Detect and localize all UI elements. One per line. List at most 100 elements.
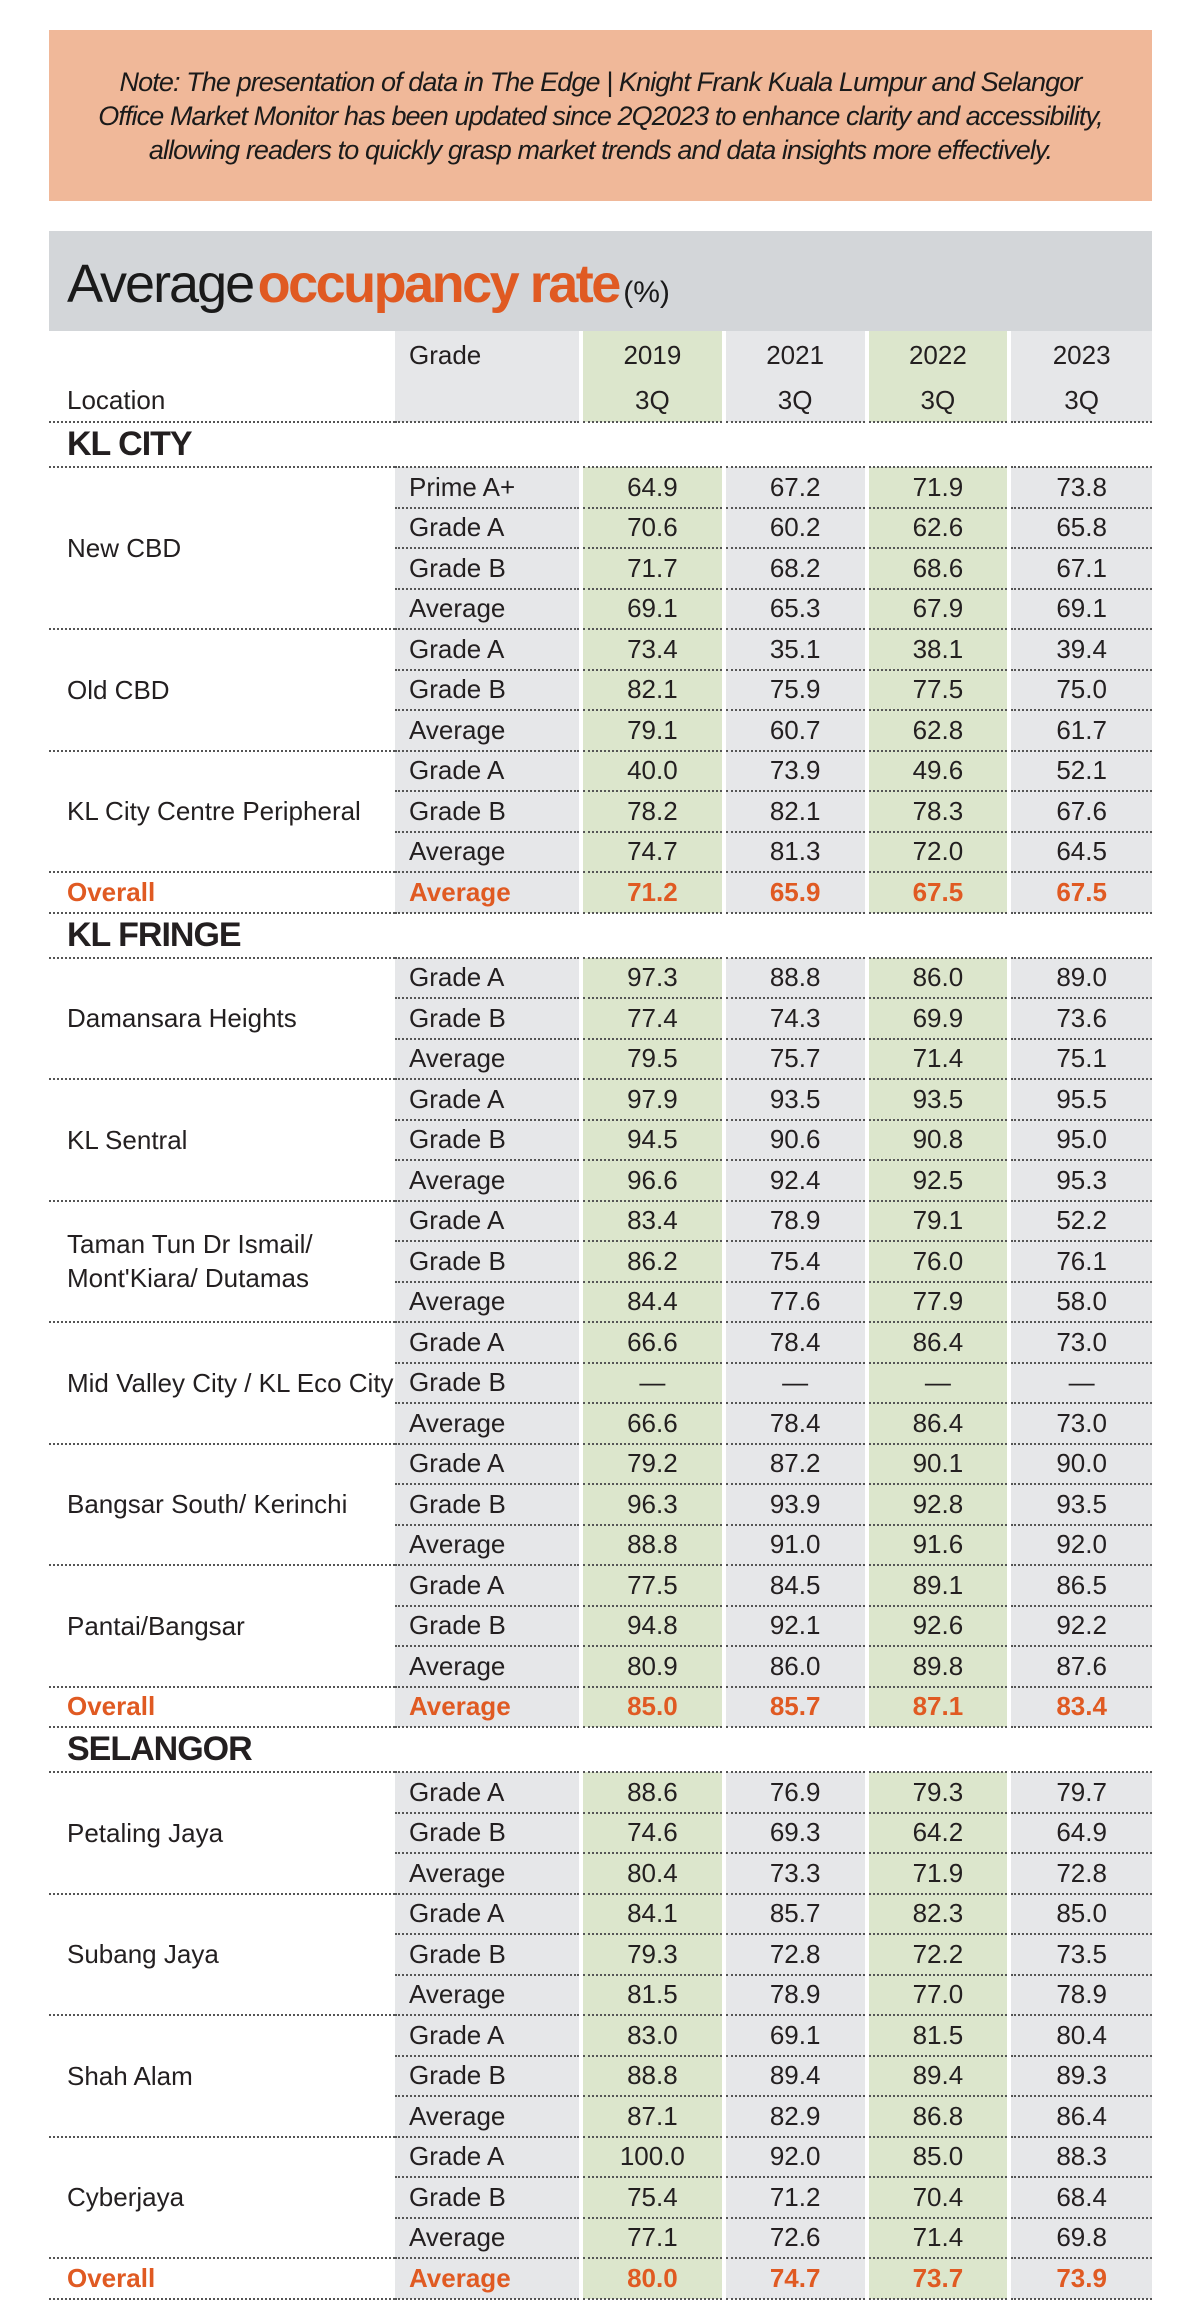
table-row: Average 79.5 75.7 71.4 75.1 [49, 1038, 1152, 1080]
value-cell: 71.4 [864, 1038, 1010, 1080]
value-cell: 82.1 [721, 791, 867, 833]
overall-grade: Average [395, 1686, 581, 1728]
value-cell: 65.3 [721, 588, 867, 630]
value-cell: 58.0 [1007, 1281, 1152, 1323]
table-row: Taman Tun Dr Ismail/ Mont'Kiara/ Dutamas… [49, 1200, 1152, 1323]
header-quarter: 3Q [1007, 380, 1152, 423]
grade-label: Grade A [395, 750, 581, 792]
value-cell: 66.6 [579, 1322, 724, 1364]
table-row: Grade A 70.6 60.2 62.6 65.8 [49, 507, 1152, 549]
value-cell: 71.4 [864, 2217, 1010, 2259]
value-cell: 70.4 [864, 2177, 1010, 2219]
section-header-row: KL CITY [49, 422, 1152, 468]
grade-label: Average [395, 588, 581, 630]
value-cell: 73.9 [721, 750, 867, 792]
location-label: Damansara Heights [49, 957, 395, 1080]
value-cell: 73.4 [579, 629, 724, 671]
value-cell: 97.9 [579, 1079, 724, 1121]
table-row: Grade B 71.7 68.2 68.6 67.1 [49, 548, 1152, 590]
grade-label: Grade B [395, 548, 581, 590]
value-cell: 69.1 [721, 2015, 867, 2057]
value-cell: 76.1 [1007, 1241, 1152, 1283]
value-cell: 89.4 [721, 2055, 867, 2097]
header-row-quarters: Location 3Q 3Q 3Q 3Q [49, 380, 1152, 423]
table-title: Average occupancy rate (%) [49, 231, 1152, 331]
note-text: Note: The presentation of data in The Ed… [98, 66, 1103, 165]
value-cell: — [721, 1362, 867, 1404]
value-cell: 69.9 [864, 998, 1010, 1040]
value-cell: 39.4 [1007, 629, 1152, 671]
value-cell: 74.7 [579, 831, 724, 873]
value-cell: 69.1 [579, 588, 724, 630]
overall-value: 74.7 [721, 2258, 867, 2300]
value-cell: 83.4 [579, 1200, 724, 1242]
value-cell: 86.2 [579, 1241, 724, 1283]
table-row: New CBD Prime A+ 64.9 67.2 71.9 73.8 [49, 467, 1152, 630]
grade-label: Grade A [395, 957, 581, 999]
value-cell: 62.6 [864, 507, 1010, 549]
section-title: KL CITY [49, 422, 1152, 468]
value-cell: 73.6 [1007, 998, 1152, 1040]
table-row: Grade B 94.8 92.1 92.6 92.2 [49, 1605, 1152, 1647]
value-cell: 95.5 [1007, 1079, 1152, 1121]
value-cell: 77.9 [864, 1281, 1010, 1323]
value-cell: 79.1 [579, 710, 724, 752]
table-row: KL Sentral Grade A 97.9 93.5 93.5 95.5 [49, 1079, 1152, 1202]
value-cell: 90.0 [1007, 1443, 1152, 1485]
grade-label: Average [395, 1524, 581, 1566]
table-row: Average 74.7 81.3 72.0 64.5 [49, 831, 1152, 873]
value-cell: 79.3 [579, 1934, 724, 1976]
grade-label: Grade B [395, 1362, 581, 1404]
value-cell: 75.7 [721, 1038, 867, 1080]
overall-value: 65.9 [721, 872, 867, 914]
value-cell: 79.7 [1007, 1772, 1152, 1814]
value-cell: 91.6 [864, 1524, 1010, 1566]
value-cell: — [864, 1362, 1010, 1404]
value-cell: 86.0 [864, 957, 1010, 999]
value-cell: 67.9 [864, 588, 1010, 630]
value-cell: 93.5 [1007, 1484, 1152, 1526]
value-cell: 77.5 [579, 1565, 724, 1607]
value-cell: 52.2 [1007, 1200, 1152, 1242]
value-cell: 89.0 [1007, 957, 1152, 999]
value-cell: 88.8 [721, 957, 867, 999]
grade-label: Grade A [395, 507, 581, 549]
value-cell: 79.2 [579, 1443, 724, 1485]
overall-value: 67.5 [864, 872, 1010, 914]
table-row: Grade B 75.4 71.2 70.4 68.4 [49, 2177, 1152, 2219]
table-row: KL City Centre Peripheral Grade A 40.0 73.9… [49, 750, 1152, 873]
table-row: Grade B 94.5 90.6 90.8 95.0 [49, 1119, 1152, 1161]
note-box: Note: The presentation of data in The Ed… [49, 30, 1152, 201]
value-cell: 77.6 [721, 1281, 867, 1323]
title-part1: Average [67, 254, 255, 314]
value-cell: 96.3 [579, 1484, 724, 1526]
value-cell: 88.6 [579, 1772, 724, 1814]
value-cell: 60.2 [721, 507, 867, 549]
location-label: Subang Jaya [49, 1893, 395, 2016]
title-part2: occupancy rate [257, 254, 622, 314]
grade-label: Average [395, 1403, 581, 1445]
value-cell: 86.8 [864, 2096, 1010, 2138]
grade-label: Grade B [395, 1934, 581, 1976]
value-cell: 82.9 [721, 2096, 867, 2138]
section-title: SELANGOR [49, 1727, 1152, 1773]
value-cell: 86.4 [1007, 2096, 1152, 2138]
value-cell: 69.1 [1007, 588, 1152, 630]
table-row: Average 69.1 65.3 67.9 69.1 [49, 588, 1152, 630]
value-cell: 89.4 [864, 2055, 1010, 2097]
occupancy-table: Grade 2019 2021 2022 2023 Location 3Q 3Q… [49, 331, 1152, 2300]
value-cell: 80.4 [579, 1853, 724, 1895]
value-cell: 71.2 [721, 2177, 867, 2219]
value-cell: 83.0 [579, 2015, 724, 2057]
value-cell: 72.0 [864, 831, 1010, 873]
value-cell: 84.5 [721, 1565, 867, 1607]
grade-label: Average [395, 1974, 581, 2016]
value-cell: 92.0 [721, 2136, 867, 2178]
value-cell: 93.9 [721, 1484, 867, 1526]
grade-label: Grade A [395, 1443, 581, 1485]
value-cell: 97.3 [579, 957, 724, 999]
grade-label: Average [395, 2217, 581, 2259]
value-cell: 78.9 [721, 1974, 867, 2016]
overall-value: 85.7 [721, 1686, 867, 1728]
value-cell: 78.3 [864, 791, 1010, 833]
